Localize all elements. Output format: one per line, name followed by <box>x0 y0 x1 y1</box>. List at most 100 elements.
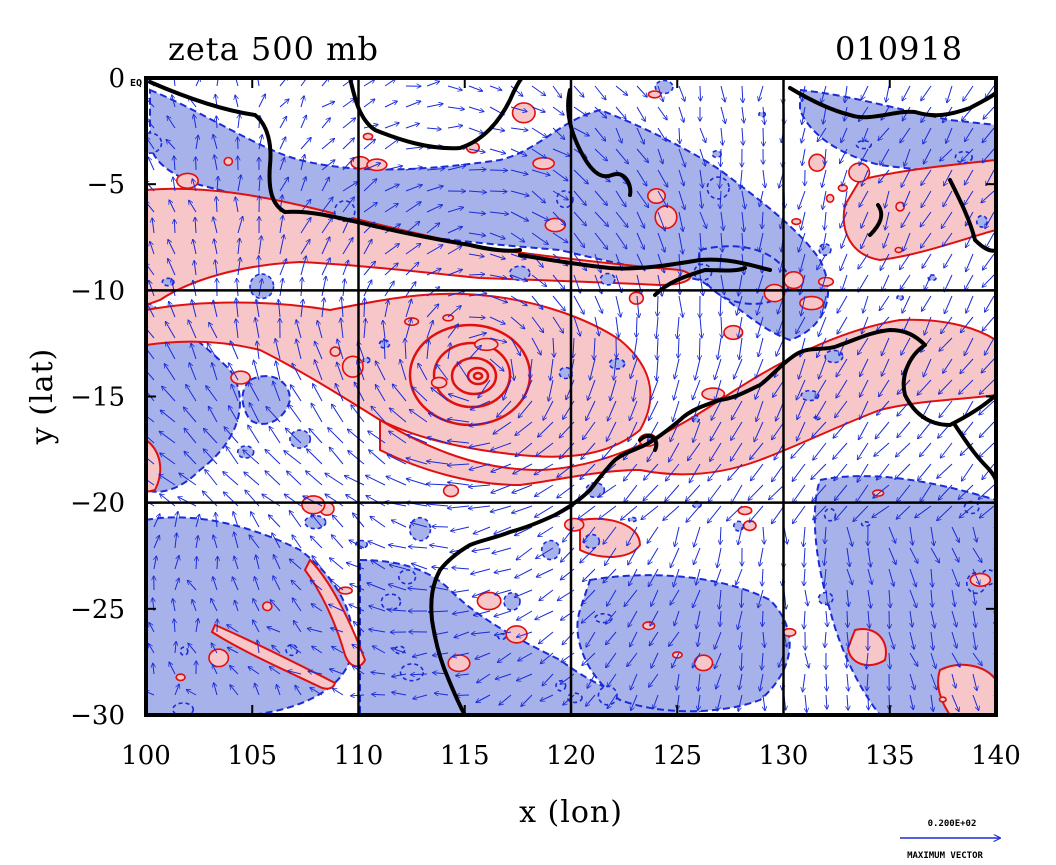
wind-vector <box>673 400 680 422</box>
wind-vector <box>342 138 354 150</box>
wind-vector <box>763 106 765 124</box>
positive-contour-blob <box>895 201 905 212</box>
wind-vector <box>573 85 584 97</box>
wind-vector <box>921 190 932 208</box>
wind-vector <box>877 400 890 415</box>
wind-vector <box>763 526 764 544</box>
wind-vector <box>266 407 281 423</box>
wind-vector <box>531 127 547 137</box>
wind-vector <box>426 81 440 87</box>
y-tick-label: −15 <box>70 383 125 413</box>
wind-vector <box>973 589 975 605</box>
wind-vector <box>944 253 953 268</box>
wind-vector <box>636 148 648 163</box>
wind-vector <box>364 319 366 339</box>
wind-vector <box>835 400 848 418</box>
wind-vector <box>983 253 995 270</box>
wind-vector <box>213 217 218 234</box>
wind-vector <box>188 320 197 339</box>
wind-vector <box>700 190 702 208</box>
wind-vector <box>409 410 428 423</box>
wind-vector <box>531 85 546 96</box>
wind-vector <box>238 137 239 150</box>
x-tick-label: 105 <box>227 741 277 771</box>
wind-vector <box>428 413 449 423</box>
wind-vector <box>981 358 995 373</box>
wind-vector <box>881 358 890 376</box>
wind-vector <box>573 316 580 336</box>
wind-vector <box>763 169 765 188</box>
wind-vector <box>363 280 372 297</box>
wind-vector <box>491 484 512 493</box>
wind-vector <box>700 232 701 252</box>
wind-vector <box>167 116 176 129</box>
negative-contour-blob <box>860 520 871 527</box>
wind-vector <box>405 222 420 234</box>
x-tick-label: 140 <box>971 741 1021 771</box>
wind-vector <box>426 186 443 192</box>
wind-vector <box>670 547 680 568</box>
wind-vector <box>693 421 701 442</box>
plot-area <box>146 78 996 715</box>
wind-vector <box>621 505 638 520</box>
wind-vector <box>492 547 512 553</box>
wind-vector <box>826 589 828 606</box>
wind-vector <box>985 232 995 249</box>
wind-vector <box>715 568 722 586</box>
wind-vector <box>447 306 461 318</box>
wind-vector <box>699 337 700 360</box>
wind-vector <box>961 148 974 161</box>
wind-vector <box>273 576 281 591</box>
wind-vector <box>536 547 554 559</box>
wind-vector <box>217 556 218 570</box>
positive-contour-blob <box>646 188 666 205</box>
wind-vector <box>647 526 659 543</box>
wind-vector <box>900 127 911 143</box>
y-tick-label: −10 <box>70 276 125 306</box>
vortex-contour <box>450 356 498 396</box>
wind-vector <box>670 589 680 605</box>
wind-vector <box>503 379 512 400</box>
wind-vector <box>531 148 546 158</box>
wind-vector <box>897 421 911 438</box>
wind-vector <box>804 568 805 586</box>
wind-vector <box>924 274 932 290</box>
wind-vector <box>833 442 848 459</box>
wind-vector <box>863 295 869 313</box>
wind-vector <box>510 274 528 281</box>
wind-vector <box>258 279 262 297</box>
wind-vector <box>841 127 848 143</box>
wind-vector <box>880 253 890 270</box>
wind-vector <box>930 547 939 563</box>
wind-vector <box>720 106 725 124</box>
wind-vector <box>370 516 386 528</box>
wind-vector <box>228 363 239 381</box>
x-tick-label: 130 <box>759 741 809 771</box>
wind-vector <box>880 148 890 165</box>
wind-vector <box>921 169 932 185</box>
wind-vector <box>384 123 399 129</box>
wind-vector <box>391 520 407 528</box>
wind-vector <box>972 526 977 542</box>
wind-vector <box>259 176 260 192</box>
wind-vector <box>389 545 407 549</box>
wind-vector <box>749 505 764 522</box>
wind-vector <box>980 505 995 518</box>
wind-vector <box>405 338 406 360</box>
wind-vector <box>346 495 365 507</box>
wind-vector <box>822 169 827 187</box>
wind-vector <box>489 232 505 239</box>
wind-vector <box>254 577 260 591</box>
positive-contour-blob <box>825 193 835 203</box>
wind-vector <box>535 484 554 496</box>
wind-vector <box>321 258 330 276</box>
wind-vector <box>636 85 647 97</box>
wind-vector <box>229 406 239 423</box>
wind-vector <box>686 484 701 501</box>
negative-contour-blob <box>172 702 195 715</box>
y-tick-label: −5 <box>87 170 125 200</box>
wind-vector <box>447 270 462 276</box>
wind-vector <box>813 442 827 460</box>
wind-vector <box>426 320 433 339</box>
positive-contour-blob <box>563 517 585 532</box>
